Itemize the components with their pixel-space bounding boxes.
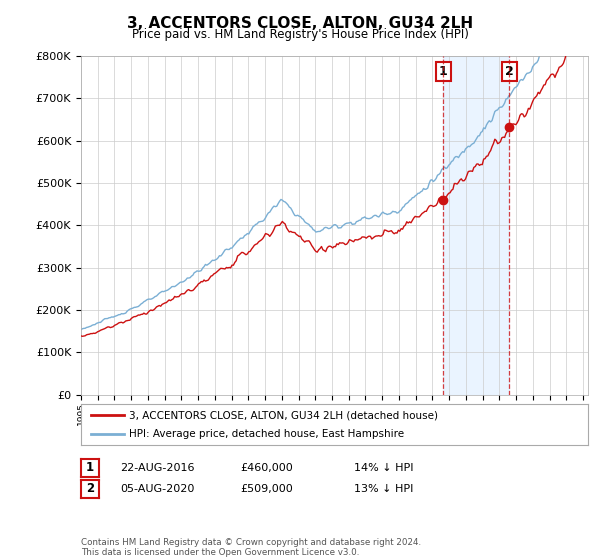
Text: 13% ↓ HPI: 13% ↓ HPI xyxy=(354,484,413,494)
Text: 05-AUG-2020: 05-AUG-2020 xyxy=(120,484,194,494)
Text: 22-AUG-2016: 22-AUG-2016 xyxy=(120,463,194,473)
Text: £460,000: £460,000 xyxy=(240,463,293,473)
Text: 3, ACCENTORS CLOSE, ALTON, GU34 2LH: 3, ACCENTORS CLOSE, ALTON, GU34 2LH xyxy=(127,16,473,31)
Text: 2: 2 xyxy=(505,65,514,78)
Text: 14% ↓ HPI: 14% ↓ HPI xyxy=(354,463,413,473)
Text: HPI: Average price, detached house, East Hampshire: HPI: Average price, detached house, East… xyxy=(129,429,404,439)
Text: 1: 1 xyxy=(439,65,448,78)
Text: £509,000: £509,000 xyxy=(240,484,293,494)
Text: 2: 2 xyxy=(86,482,94,496)
Text: Contains HM Land Registry data © Crown copyright and database right 2024.
This d: Contains HM Land Registry data © Crown c… xyxy=(81,538,421,557)
Bar xyxy=(443,56,509,395)
Text: 3, ACCENTORS CLOSE, ALTON, GU34 2LH (detached house): 3, ACCENTORS CLOSE, ALTON, GU34 2LH (det… xyxy=(129,410,438,421)
Text: Price paid vs. HM Land Registry's House Price Index (HPI): Price paid vs. HM Land Registry's House … xyxy=(131,28,469,41)
Text: 1: 1 xyxy=(86,461,94,474)
